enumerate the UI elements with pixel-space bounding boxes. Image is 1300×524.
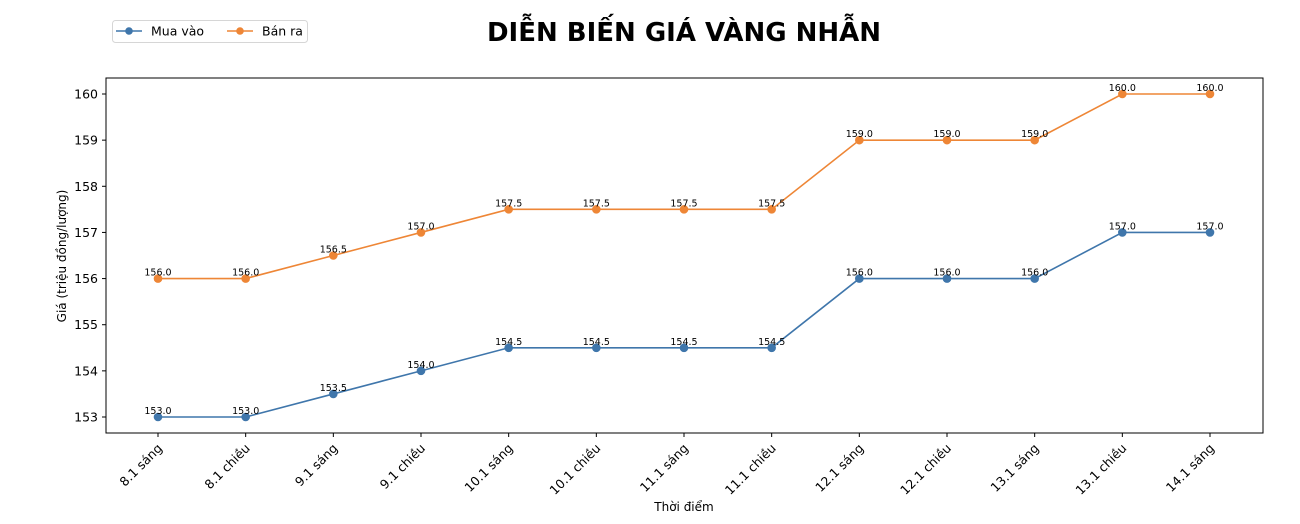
- legend-label: Bán ra: [262, 24, 303, 39]
- y-tick-label: 157: [74, 225, 98, 240]
- data-point[interactable]: [942, 274, 952, 283]
- data-point[interactable]: [241, 274, 250, 283]
- data-label: 154.0: [407, 360, 434, 371]
- data-label: 157.0: [1109, 221, 1136, 232]
- y-tick-label: 156: [74, 271, 98, 286]
- data-point[interactable]: [1118, 228, 1127, 237]
- legend-item-mua-vao[interactable]: Mua vào: [116, 24, 204, 39]
- data-point[interactable]: [153, 274, 163, 283]
- data-label: 157.0: [407, 221, 434, 232]
- data-point[interactable]: [1205, 89, 1215, 99]
- data-point[interactable]: [1030, 135, 1039, 145]
- data-point[interactable]: [153, 412, 163, 422]
- data-label: 153.5: [320, 383, 347, 394]
- y-tick-label: 153: [74, 410, 98, 425]
- data-point[interactable]: [329, 389, 338, 399]
- data-point[interactable]: [241, 412, 250, 422]
- chart-title: DIỄN BIẾN GIÁ VÀNG NHẪN: [487, 12, 881, 48]
- legend: Mua vào Bán ra: [112, 20, 308, 43]
- data-point[interactable]: [855, 135, 864, 145]
- series-ban-ra: 156.0 156.0 156.5 157.0 157.5 157.5 157.5 157.5…: [144, 83, 1224, 283]
- data-point[interactable]: [416, 228, 426, 237]
- data-label: 153.0: [232, 406, 259, 417]
- data-point[interactable]: [1030, 274, 1039, 283]
- x-axis-label: Thời điểm: [653, 500, 713, 514]
- data-label: 160.0: [1196, 83, 1223, 94]
- data-label: 157.5: [758, 198, 785, 209]
- data-label: 159.0: [846, 129, 873, 140]
- data-label: 156.0: [846, 268, 873, 279]
- x-tick-label: 12.1 sáng: [812, 441, 866, 495]
- y-axis-label: Giá (triệu đồng/lượng): [55, 190, 69, 323]
- y-tick-label: 155: [74, 317, 98, 332]
- x-tick-label: 9.1 chiều: [377, 441, 428, 492]
- legend-label: Mua vào: [151, 24, 204, 39]
- data-label: 156.5: [320, 245, 347, 256]
- data-point[interactable]: [592, 205, 601, 214]
- data-label: 156.0: [933, 268, 960, 279]
- y-tick-label: 160: [74, 87, 98, 102]
- data-point[interactable]: [592, 343, 601, 353]
- data-point[interactable]: [504, 205, 513, 214]
- y-tick-label: 159: [74, 133, 98, 148]
- data-point[interactable]: [504, 343, 513, 353]
- x-tick-label: 8.1 sáng: [116, 441, 165, 490]
- data-point[interactable]: [416, 366, 426, 376]
- data-label: 154.5: [758, 337, 785, 348]
- data-label: 157.5: [670, 198, 697, 209]
- y-tick-label: 154: [74, 363, 98, 378]
- x-tick-label: 13.1 sáng: [987, 441, 1041, 495]
- y-tick-label: 158: [74, 179, 98, 194]
- legend-item-ban-ra[interactable]: Bán ra: [227, 24, 303, 39]
- data-label: 159.0: [933, 129, 960, 140]
- data-point[interactable]: [1118, 89, 1127, 99]
- data-label: 159.0: [1021, 129, 1048, 140]
- data-label: 153.0: [144, 406, 171, 417]
- data-label: 154.5: [670, 337, 697, 348]
- x-tick-label: 8.1 chiều: [201, 441, 252, 492]
- x-tick-label: 14.1 sáng: [1163, 441, 1217, 495]
- legend-box: [112, 20, 308, 43]
- data-point[interactable]: [855, 274, 864, 283]
- data-label: 157.5: [495, 198, 522, 209]
- x-tick-label: 12.1 chiều: [897, 441, 954, 498]
- data-point[interactable]: [767, 205, 776, 214]
- x-tick-label: 11.1 sáng: [637, 441, 691, 495]
- data-point[interactable]: [767, 343, 776, 353]
- x-tick-label: 10.1 sáng: [461, 441, 515, 495]
- data-label: 156.0: [1021, 268, 1048, 279]
- x-tick-label: 9.1 sáng: [292, 441, 341, 490]
- legend-marker-icon: [236, 27, 244, 35]
- series-mua-vao: 153.0 153.0 153.5 154.0 154.5 154.5 154.5 154.5…: [144, 221, 1224, 422]
- data-point[interactable]: [942, 135, 952, 145]
- legend-marker-icon: [125, 27, 133, 35]
- data-label: 154.5: [583, 337, 610, 348]
- data-label: 156.0: [144, 268, 171, 279]
- data-point[interactable]: [1205, 228, 1215, 237]
- data-label: 156.0: [232, 268, 259, 279]
- data-label: 157.5: [583, 198, 610, 209]
- y-axis: 153 154 155 156 157 158 159 160: [74, 87, 106, 425]
- x-tick-label: 13.1 chiều: [1072, 441, 1129, 498]
- plot-area: [105, 77, 1264, 434]
- x-tick-label: 10.1 chiều: [546, 441, 603, 498]
- data-point[interactable]: [329, 251, 338, 260]
- data-point[interactable]: [679, 205, 689, 214]
- data-label: 157.0: [1196, 221, 1223, 232]
- x-tick-label: 11.1 chiều: [722, 441, 779, 498]
- data-point[interactable]: [679, 343, 689, 353]
- data-label: 160.0: [1109, 83, 1136, 94]
- data-label: 154.5: [495, 337, 522, 348]
- x-axis: 8.1 sáng 8.1 chiều 9.1 sáng 9.1 chiều 10.1 s…: [116, 433, 1217, 498]
